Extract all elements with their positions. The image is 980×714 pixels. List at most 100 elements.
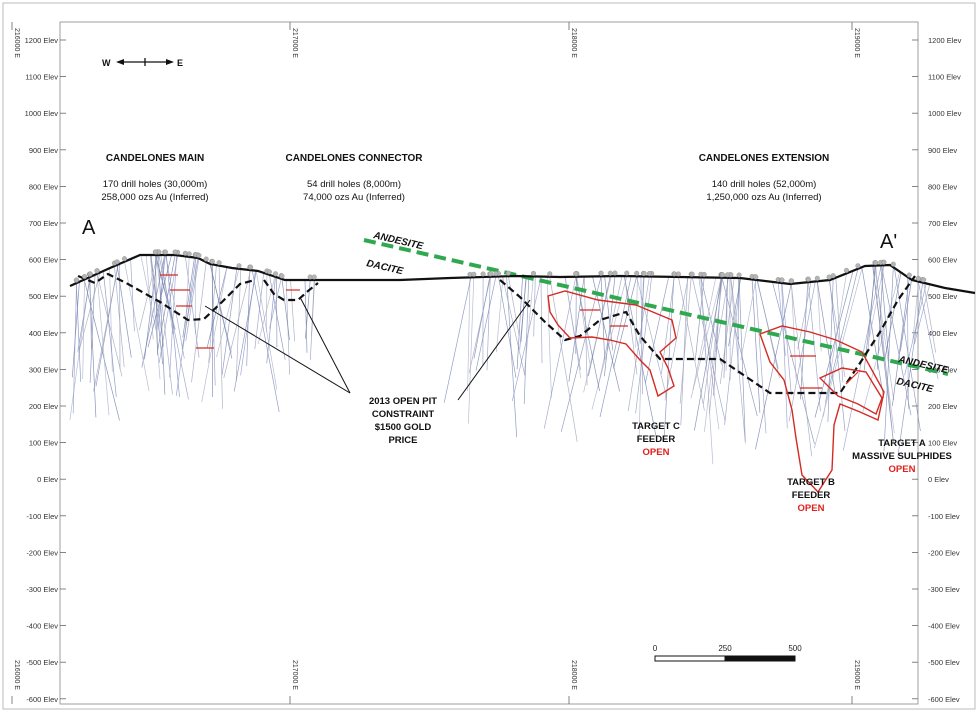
easting-label-bottom: 216000 E bbox=[13, 660, 20, 690]
drill-collar-marker bbox=[209, 258, 215, 264]
scale-bar-segment-black bbox=[724, 655, 796, 662]
leader-line bbox=[204, 305, 351, 394]
drill-hole-trace bbox=[912, 281, 919, 342]
drill-hole-trace bbox=[96, 273, 110, 416]
drill-collar-marker bbox=[646, 271, 652, 277]
elevation-label: 500 Elev bbox=[29, 292, 58, 301]
drill-hole-trace bbox=[502, 276, 526, 376]
drill-hole-trace bbox=[124, 261, 150, 391]
drill-hole-trace bbox=[443, 277, 472, 403]
target-b-title: TARGET B bbox=[787, 477, 835, 488]
drill-hole-trace bbox=[692, 277, 717, 390]
drill-hole-trace bbox=[645, 276, 670, 383]
drill-hole-trace bbox=[165, 254, 180, 397]
compass: W E bbox=[102, 58, 183, 68]
drill-collar-marker bbox=[624, 270, 630, 276]
drill-hole-trace bbox=[78, 272, 101, 353]
andesite-label-west: ANDESITE bbox=[371, 230, 424, 252]
drill-hole-trace bbox=[89, 274, 96, 383]
drill-hole-trace bbox=[583, 276, 612, 393]
zone-connector-drill-holes: 54 drill holes (8,000m) bbox=[307, 179, 401, 190]
drill-hole-trace bbox=[828, 280, 846, 378]
drill-hole-trace bbox=[715, 277, 729, 353]
elevation-label: 400 Elev bbox=[29, 329, 58, 338]
drill-hole-trace bbox=[694, 277, 723, 431]
target-a-label: TARGET A MASSIVE SULPHIDES OPEN bbox=[852, 438, 952, 475]
drill-hole-trace bbox=[114, 266, 125, 368]
elevation-label: -100 Elev bbox=[26, 512, 58, 521]
elevation-label: 700 Elev bbox=[29, 219, 58, 228]
easting-label-bottom: 219000 E bbox=[853, 660, 860, 690]
drill-collar-marker bbox=[186, 251, 192, 257]
drill-hole-trace bbox=[209, 263, 233, 359]
drill-hole-trace bbox=[71, 281, 80, 378]
compass-east-label: E bbox=[177, 58, 183, 68]
drill-hole-trace bbox=[473, 276, 491, 359]
connector-pit-outline bbox=[263, 279, 319, 302]
easting-label-bottom: 218000 E bbox=[570, 660, 577, 690]
drill-hole-trace bbox=[246, 270, 251, 367]
drill-hole-trace bbox=[235, 268, 242, 382]
drill-collar-marker bbox=[81, 274, 87, 280]
drill-hole-trace bbox=[872, 265, 894, 443]
drill-hole-trace bbox=[311, 279, 315, 336]
drill-collar-marker bbox=[153, 249, 159, 255]
drill-hole-trace bbox=[523, 276, 530, 404]
drill-hole-trace bbox=[543, 276, 577, 429]
drill-hole-trace bbox=[157, 254, 176, 350]
elevation-label: 500 Elev bbox=[928, 292, 957, 301]
scale-label-500: 500 bbox=[788, 644, 802, 653]
drill-hole-trace bbox=[165, 254, 185, 359]
extension-pit-outline bbox=[499, 275, 916, 395]
drill-hole-trace bbox=[96, 273, 123, 377]
drill-collar-marker bbox=[216, 260, 222, 266]
elevation-label: 300 Elev bbox=[928, 365, 957, 374]
drill-hole-trace bbox=[158, 255, 178, 363]
west-east-arrow-icon bbox=[116, 58, 174, 66]
elevation-label: 300 Elev bbox=[29, 365, 58, 374]
elevation-label: -500 Elev bbox=[26, 658, 58, 667]
drill-collar-marker bbox=[505, 270, 511, 276]
section-frame bbox=[59, 21, 919, 705]
drill-collar-marker bbox=[121, 256, 127, 262]
drill-hole-trace bbox=[914, 284, 931, 345]
drill-hole-trace bbox=[827, 278, 834, 423]
drill-collar-marker bbox=[634, 270, 640, 276]
elevation-label: 100 Elev bbox=[29, 439, 58, 448]
easting-label-top: 219000 E bbox=[853, 28, 860, 58]
drill-collar-marker bbox=[236, 263, 242, 269]
elevation-label: -300 Elev bbox=[928, 585, 960, 594]
drill-collar-marker bbox=[488, 271, 494, 277]
drill-hole-trace bbox=[627, 276, 650, 412]
zone-connector-ounces: 74,000 ozs Au (Inferred) bbox=[303, 192, 405, 203]
drill-collar-marker bbox=[789, 278, 795, 284]
drill-hole-trace bbox=[719, 277, 735, 384]
elevation-label: 800 Elev bbox=[29, 182, 58, 191]
drill-collar-marker bbox=[279, 273, 285, 279]
drill-collar-marker bbox=[480, 271, 486, 277]
drill-collar-marker bbox=[493, 271, 499, 277]
drill-collar-marker bbox=[248, 264, 254, 270]
zone-connector-title: CANDELONES CONNECTOR bbox=[285, 153, 423, 164]
drill-collar-marker bbox=[814, 275, 820, 281]
drill-collar-marker bbox=[162, 249, 168, 255]
drill-hole-trace bbox=[533, 276, 536, 337]
elevation-label: -600 Elev bbox=[928, 695, 960, 704]
drill-collar-marker bbox=[844, 267, 850, 273]
drill-collar-marker bbox=[805, 276, 811, 282]
pit-constraint-callout: 2013 OPEN PIT CONSTRAINT $1500 GOLD PRIC… bbox=[369, 396, 437, 446]
drill-collar-marker bbox=[94, 268, 100, 274]
drill-collar-marker bbox=[547, 271, 553, 277]
leader-line bbox=[457, 299, 531, 401]
drill-hole-trace bbox=[624, 276, 638, 375]
andesite-label-east: ANDESITE bbox=[896, 354, 949, 376]
elevation-labels-right: 1200 Elev 1100 Elev 1000 Elev 900 Elev 800 E… bbox=[928, 36, 962, 704]
drill-hole-trace bbox=[897, 282, 924, 458]
drill-hole-trace bbox=[817, 281, 822, 352]
scale-label-0: 0 bbox=[653, 644, 658, 653]
zone-extension-title: CANDELONES EXTENSION bbox=[699, 153, 830, 164]
drill-hole-trace bbox=[788, 281, 816, 422]
easting-label-top: 216000 E bbox=[13, 28, 20, 58]
elevation-label: 0 Elev bbox=[37, 475, 58, 484]
drill-collar-marker bbox=[753, 274, 759, 280]
